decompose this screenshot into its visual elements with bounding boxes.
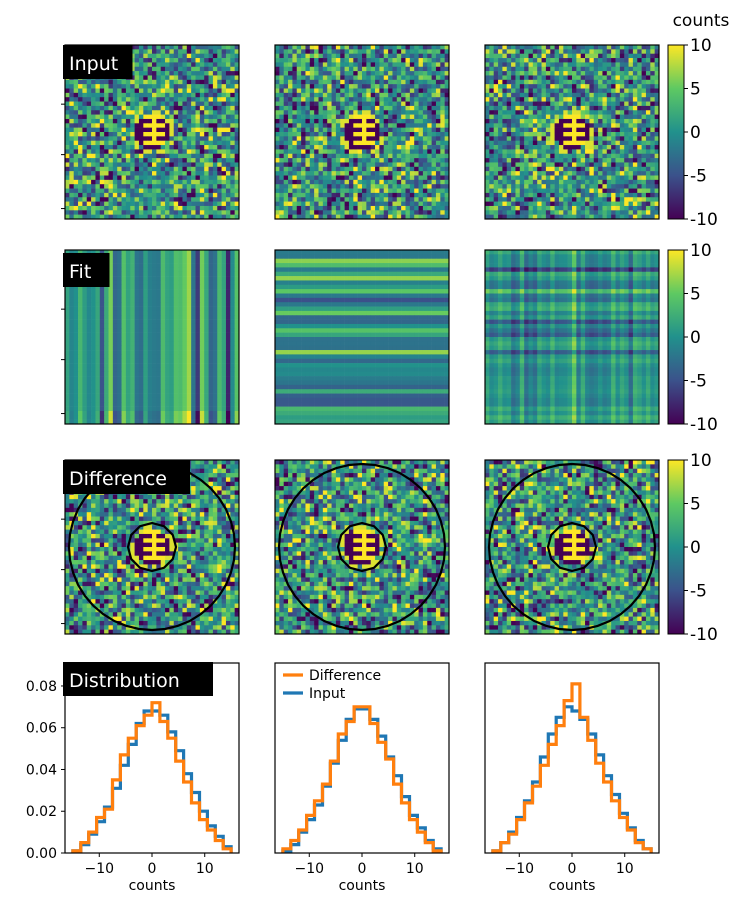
row-label-distribution: Distribution — [63, 662, 213, 696]
y-tick-label: 0.08 — [26, 679, 57, 695]
y-tick-label: 0.06 — [26, 721, 57, 737]
heatmap-input-3 — [485, 45, 659, 219]
histogram-panel-3: −10 0 10 counts — [485, 663, 659, 894]
colorbar-tick-label: -5 — [690, 582, 707, 602]
colorbar-tick-label: 10 — [690, 36, 712, 56]
x-tick-label: 10 — [406, 861, 424, 877]
x-tick-label: 10 — [196, 861, 214, 877]
y-tick-label: 0.02 — [26, 804, 57, 820]
heatmap-input-2 — [275, 45, 449, 219]
row-label-text: Fit — [69, 261, 91, 283]
x-tick-label: 0 — [148, 861, 157, 877]
colorbar-gradient — [668, 250, 684, 424]
x-axis-label: counts — [549, 878, 596, 894]
colorbar-tick-label: -10 — [690, 625, 718, 645]
x-tick-label: −10 — [294, 861, 324, 877]
row-label-text: Difference — [69, 468, 167, 490]
colorbar-gradient — [668, 460, 684, 634]
x-tick-label: 0 — [358, 861, 367, 877]
row-label-text: Distribution — [69, 670, 180, 692]
y-tick-label: 0.00 — [26, 846, 57, 862]
colorbar-tick-label: -10 — [690, 415, 718, 435]
histogram-panel-2: −10 0 10 counts Difference Input — [275, 663, 449, 894]
heatmap-difference-2 — [275, 460, 449, 634]
colorbar-tick-label: 5 — [690, 80, 701, 100]
histogram-panel-1: −10 0 10 counts 0.00 0.02 0.04 0.06 0.08 — [26, 663, 239, 894]
x-axis-label: counts — [129, 878, 176, 894]
colorbar-fit: 10 5 0 -5 -10 — [668, 241, 718, 435]
x-tick-label: 0 — [568, 861, 577, 877]
legend-label-difference: Difference — [309, 668, 381, 684]
colorbar-tick-label: 5 — [690, 495, 701, 515]
colorbar-tick-label: -5 — [690, 372, 707, 392]
row-label-fit: Fit — [63, 253, 110, 287]
colorbar-title: counts — [673, 11, 730, 31]
x-tick-label: −10 — [504, 861, 534, 877]
colorbar-gradient — [668, 45, 684, 219]
heatmap-fit-3 — [485, 250, 659, 424]
legend-label-input: Input — [309, 686, 346, 702]
row-label-difference: Difference — [63, 460, 190, 494]
colorbar-tick-label: 5 — [690, 285, 701, 305]
heatmap-fit-2 — [275, 250, 449, 424]
x-tick-label: −10 — [84, 861, 114, 877]
colorbar-difference: 10 5 0 -5 -10 — [668, 451, 718, 645]
colorbar-tick-label: 10 — [690, 451, 712, 471]
row-label-text: Input — [69, 53, 118, 75]
row-label-input: Input — [63, 45, 133, 79]
colorbar-tick-label: 0 — [690, 123, 701, 143]
y-tick-label: 0.04 — [26, 762, 57, 778]
colorbar-tick-label: 0 — [690, 328, 701, 348]
colorbar-tick-label: -10 — [690, 210, 718, 230]
colorbar-tick-label: 10 — [690, 241, 712, 261]
x-tick-label: 10 — [616, 861, 634, 877]
x-axis-label: counts — [339, 878, 386, 894]
colorbar-input: 10 5 0 -5 -10 — [668, 36, 718, 230]
heatmap-difference-3 — [485, 460, 659, 634]
colorbar-tick-label: 0 — [690, 538, 701, 558]
colorbar-tick-label: -5 — [690, 167, 707, 187]
